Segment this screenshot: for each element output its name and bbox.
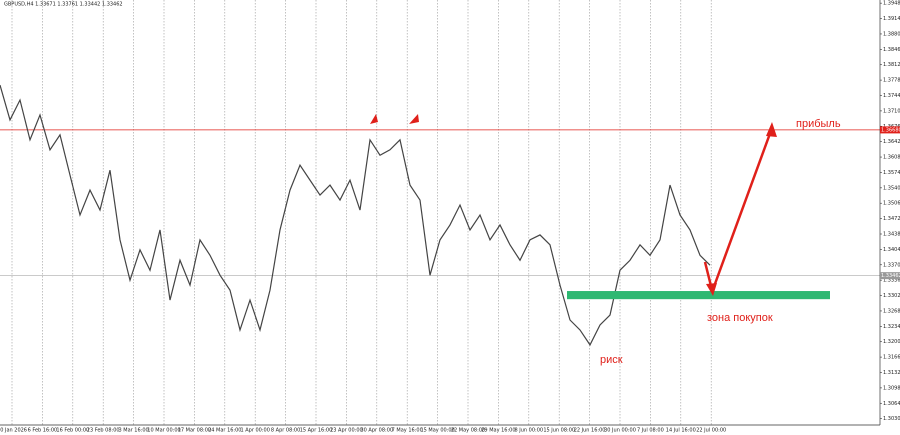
current-price-label: 1.33462: [881, 273, 900, 279]
peak-markers: [370, 114, 419, 124]
y-tick-label: 1.30640: [883, 401, 900, 407]
y-tick-label: 1.39480: [883, 1, 900, 7]
y-tick-label: 1.31660: [883, 355, 900, 361]
x-tick-label: 1 Apr 00:00: [240, 428, 269, 434]
y-tick-label: 1.31320: [883, 370, 900, 376]
y-tick-label: 1.30980: [883, 385, 900, 391]
y-tick-label: 1.33360: [883, 278, 900, 284]
price-line: [0, 84, 711, 347]
y-tick-label: 1.35400: [883, 185, 900, 191]
x-tick-label: 16 Feb 00:00: [56, 428, 89, 434]
x-tick-label: 14 Jul 16:00: [666, 428, 696, 434]
x-tick-label: 3 Mar 16:00: [118, 428, 148, 434]
forecast-arrows: [703, 122, 777, 296]
y-tick-label: 1.37100: [883, 108, 900, 114]
profit-label: прибыль: [796, 118, 841, 130]
chart-title: GBPUSD,H4 1.33671 1.33761 1.33442 1.3346…: [4, 2, 123, 8]
x-tick-label: 30 Jun 00:00: [604, 428, 636, 434]
y-tick-label: 1.33020: [883, 293, 900, 299]
y-tick-label: 1.38120: [883, 62, 900, 68]
x-tick-label: 8 Apr 08:00: [271, 428, 300, 434]
x-tick-label: 15 May 00:00: [420, 428, 454, 434]
y-tick-label: 1.35740: [883, 170, 900, 176]
x-tick-label: 6 Feb 16:00: [28, 428, 58, 434]
y-tick-label: 1.36420: [883, 139, 900, 145]
y-tick-label: 1.38460: [883, 47, 900, 53]
buy-zone-label: зона покупок: [707, 312, 773, 324]
y-tick-label: 1.32680: [883, 308, 900, 314]
y-tick-label: 1.32340: [883, 324, 900, 330]
y-tick-label: 1.37780: [883, 78, 900, 84]
risk-label: риск: [600, 354, 623, 366]
x-tick-label: 22 May 08:00: [451, 428, 485, 434]
y-tick-label: 1.38800: [883, 31, 900, 37]
y-tick-label: 1.35060: [883, 201, 900, 207]
y-tick-label: 1.37440: [883, 93, 900, 99]
x-tick-label: 7 Jul 08:00: [637, 428, 664, 434]
y-tick-label: 1.34720: [883, 216, 900, 222]
x-tick-label: 22 Jul 00:00: [696, 428, 726, 434]
y-tick-label: 1.30300: [883, 416, 900, 422]
y-tick-label: 1.33700: [883, 262, 900, 268]
x-tick-label: 23 Feb 08:00: [87, 428, 120, 434]
x-tick-label: 30 Jan 2026: [0, 428, 27, 434]
x-tick-label: 15 Apr 16:00: [300, 428, 333, 434]
x-tick-label: 23 Apr 00:00: [330, 428, 363, 434]
x-tick-label: 15 Jun 08:00: [543, 428, 575, 434]
current-price-bg: [880, 272, 900, 280]
y-tick-label: 1.32000: [883, 339, 900, 345]
x-tick-label: 17 Mar 08:00: [178, 428, 211, 434]
x-tick-label: 29 May 16:00: [481, 428, 515, 434]
buy-zone: [567, 291, 830, 300]
x-tick-label: 8 Jun 00:00: [515, 428, 544, 434]
y-tick-label: 1.39140: [883, 16, 900, 22]
x-tick-label: 24 Mar 16:00: [208, 428, 241, 434]
y-tick-label: 1.34380: [883, 231, 900, 237]
x-tick-label: 10 Mar 00:00: [147, 428, 180, 434]
x-tick-label: 22 Jun 16:00: [574, 428, 606, 434]
resistance-label-bg: [880, 126, 900, 134]
y-tick-label: 1.34040: [883, 247, 900, 253]
resistance-label: 1.36680: [881, 127, 900, 133]
y-tick-label: 1.36080: [883, 155, 900, 161]
x-tick-label: 30 Apr 08:00: [360, 428, 393, 434]
x-tick-label: 7 May 16:00: [392, 428, 423, 434]
